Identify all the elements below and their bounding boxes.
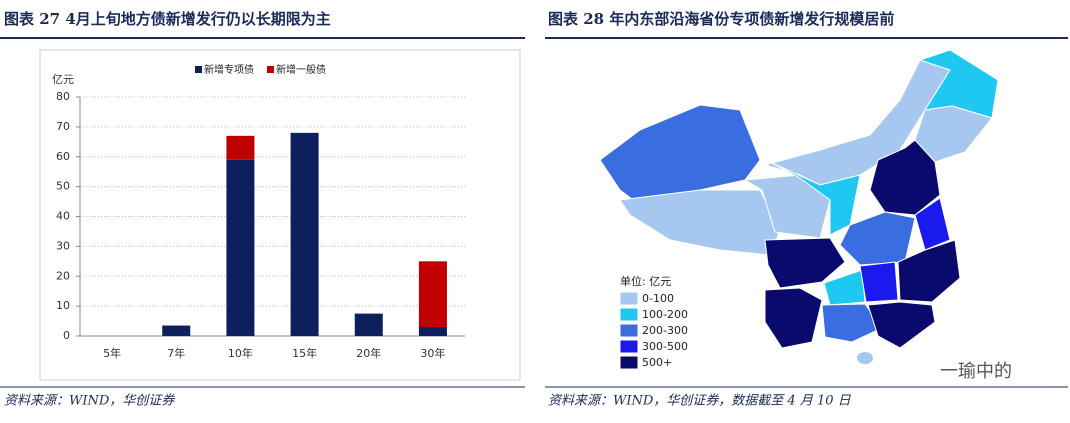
y-tick-label: 70 [56, 120, 70, 133]
province [823, 269, 866, 306]
chart-frame [39, 49, 521, 381]
x-tick-label: 30年 [420, 346, 445, 360]
legend-label: 新增一般债 [276, 63, 326, 76]
legend-swatch [619, 291, 639, 306]
legend-swatch [619, 355, 639, 370]
figure-title: 图表 28 年内东部沿海省份专项债新增发行规模居前 [548, 10, 894, 28]
province [869, 139, 941, 216]
y-tick-label: 30 [56, 239, 70, 252]
bar [418, 327, 447, 336]
province [769, 161, 861, 236]
province [859, 261, 899, 303]
province [764, 237, 846, 289]
x-tick-label: 10年 [228, 346, 253, 360]
y-tick-label: 40 [56, 210, 70, 223]
bar [226, 159, 255, 336]
y-tick-label: 50 [56, 180, 70, 193]
legend-label: 新增专项债 [204, 63, 254, 76]
bar-chart: 0 10 20 30 40 50 60 70 80 5年 7年 10年 15年 20年 30年 新增专项债 新增… [56, 63, 465, 360]
province [914, 197, 951, 251]
legend-label: 100-200 [642, 308, 688, 321]
x-tick-label: 15年 [292, 346, 317, 360]
china-map [599, 49, 999, 364]
watermark: 一瑜中的 [940, 361, 1012, 382]
y-tick-label: 60 [56, 150, 70, 163]
province [857, 352, 873, 364]
legend-label: 300-500 [642, 340, 688, 353]
source: 资料来源：WIND，华创证券，数据截至 4 月 10 日 [548, 394, 852, 409]
figure-title: 图表 27 4月上旬地方债新增发行仍以长期限为主 [4, 10, 331, 28]
legend-label: 0-100 [642, 292, 674, 305]
bar [162, 325, 191, 336]
source: 资料来源：WIND，华创证券 [4, 394, 175, 409]
y-tick-label: 10 [56, 299, 70, 312]
legend-swatch [619, 339, 639, 354]
bar [226, 135, 255, 160]
y-tick-label: 80 [56, 90, 70, 103]
legend-swatch [195, 66, 202, 73]
legend-label: 500+ [642, 356, 672, 369]
y-axis-label: 亿元 [52, 73, 74, 86]
bar [290, 132, 319, 336]
province [619, 189, 781, 256]
x-tick-label: 7年 [167, 346, 185, 360]
map-legend: 0-100 100-200 200-300 300-500 500+ [619, 291, 688, 370]
province [867, 301, 936, 349]
legend-title: 单位: 亿元 [620, 274, 671, 288]
bar [418, 261, 447, 328]
legend-swatch [619, 323, 639, 338]
legend-swatch [267, 66, 274, 73]
x-tick-label: 20年 [356, 346, 381, 360]
province [821, 303, 883, 343]
legend-swatch [619, 307, 639, 322]
bar [354, 313, 383, 336]
x-tick-label: 5年 [103, 346, 121, 360]
legend-label: 200-300 [642, 324, 688, 337]
province [897, 239, 961, 303]
province [599, 104, 761, 206]
y-tick-label: 0 [63, 329, 70, 342]
province [764, 287, 823, 349]
y-tick-label: 20 [56, 269, 70, 282]
